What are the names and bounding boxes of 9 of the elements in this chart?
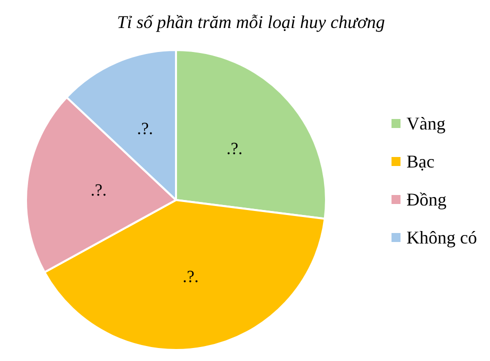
chart-title: Tỉ số phần trăm mỗi loại huy chương [117, 12, 385, 32]
legend-label: Bạc [406, 152, 435, 172]
data-label: .?. [90, 180, 107, 200]
data-label: .?. [182, 267, 199, 286]
data-label: .?. [137, 118, 154, 138]
legend-label: Đồng [406, 190, 447, 210]
legend-label: Vàng [406, 114, 446, 134]
legend-label: Không có [406, 228, 478, 248]
data-label: .?. [226, 138, 243, 158]
